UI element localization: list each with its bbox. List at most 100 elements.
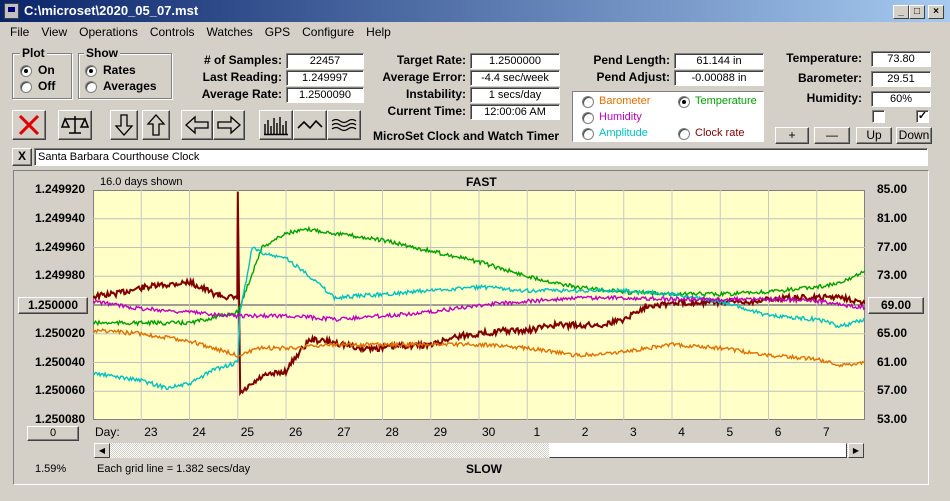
series-amplitude (93, 246, 865, 391)
up-button[interactable]: Up (856, 127, 892, 144)
average-rate-label: Average Rate: (201, 87, 282, 101)
show-rates-label: Rates (103, 63, 136, 77)
temperature-radio[interactable] (678, 96, 690, 108)
arrow-up-icon (146, 114, 166, 136)
left-arrow-button[interactable] (181, 110, 213, 140)
sensor-select-panel (572, 91, 764, 142)
slow-label: SLOW (466, 462, 502, 476)
menu-watches[interactable]: Watches (206, 25, 253, 39)
temperature-env-value: 73.80 (871, 51, 931, 67)
barometer-env-label: Barometer: (797, 71, 862, 85)
right-tick-label: 65.00 (876, 325, 908, 340)
menu-help[interactable]: Help (366, 25, 391, 39)
day-tick-label: 4 (678, 425, 685, 439)
zero-button[interactable]: 0 (27, 426, 79, 441)
up-arrow-button[interactable] (142, 110, 170, 140)
right-arrow-button[interactable] (213, 110, 245, 140)
menu-file[interactable]: File (10, 25, 30, 39)
wave-icon (297, 119, 323, 130)
close-icon[interactable]: × (928, 5, 944, 19)
clear-name-button[interactable]: X (12, 148, 32, 166)
menu-controls[interactable]: Controls (149, 25, 195, 39)
right-tick-label: 61.00 (876, 354, 908, 369)
show-averages-radio[interactable] (85, 81, 97, 93)
grid-note: Each grid line = 1.382 secs/day (97, 463, 251, 475)
left-tick-label: 1.249980 (34, 268, 85, 283)
barometer-label: Barometer (599, 95, 651, 107)
pend-length-field[interactable]: 61.144 in (674, 53, 764, 69)
barometer-env-value: 29.51 (871, 71, 931, 87)
series-temperature (93, 225, 865, 327)
scroll-left-icon[interactable]: ◀ (94, 443, 110, 458)
menu-configure[interactable]: Configure (302, 25, 355, 39)
plus-button[interactable]: + (775, 127, 809, 144)
day-tick-label: 27 (337, 425, 351, 439)
multi-wave-button[interactable] (327, 110, 361, 140)
pend-length-label: Pend Length: (593, 53, 670, 67)
window-title: C:\microset\2020_05_07.mst (24, 3, 199, 18)
app-caption: MicroSet Clock and Watch Timer (373, 129, 560, 143)
checkbox-1[interactable] (872, 110, 885, 123)
day-label: Day: (95, 425, 120, 439)
barometer-radio[interactable] (582, 96, 594, 108)
day-tick-label: 28 (385, 425, 399, 439)
minus-button[interactable]: — (814, 127, 850, 144)
humidity-radio[interactable] (582, 112, 594, 124)
average-rate-value: 1.2500090 (286, 87, 364, 103)
clear-button[interactable] (12, 110, 46, 140)
average-error-value: -4.4 sec/week (470, 70, 560, 86)
multi-wave-icon (331, 118, 357, 132)
menu-operations[interactable]: Operations (79, 25, 138, 39)
title-bar: C:\microset\2020_05_07.mst _ □ × (0, 0, 950, 22)
right-tick-label: 77.00 (876, 239, 908, 254)
scroll-track-right[interactable] (549, 443, 847, 458)
right-tick-label: 85.00 (876, 182, 908, 196)
show-rates-radio[interactable] (85, 65, 97, 77)
app-icon[interactable] (4, 3, 19, 19)
day-tick-label: 2 (581, 425, 589, 439)
down-arrow-button[interactable] (110, 110, 138, 140)
amplitude-label: Amplitude (599, 127, 648, 139)
instability-value: 1 secs/day (470, 87, 560, 103)
target-rate-field[interactable]: 1.2500000 (470, 53, 560, 69)
checkbox-2[interactable]: ✓ (916, 110, 929, 123)
instability-label: Instability: (405, 87, 466, 101)
samples-label: # of Samples: (203, 53, 282, 67)
clock-name-input[interactable]: Santa Barbara Courthouse Clock (34, 148, 928, 166)
day-tick-label: 7 (823, 425, 830, 439)
fast-label: FAST (466, 175, 497, 189)
humidity-label: Humidity (599, 111, 642, 123)
percent-label: 1.59% (35, 463, 67, 475)
horizontal-scrollbar[interactable]: ◀ ▶ (93, 442, 865, 459)
balance-button[interactable] (58, 110, 92, 140)
arrow-down-icon (114, 114, 134, 136)
menu-view[interactable]: View (41, 25, 68, 39)
scroll-right-icon[interactable]: ▶ (848, 443, 864, 458)
amplitude-radio[interactable] (582, 128, 594, 140)
day-tick-label: 26 (288, 425, 303, 439)
minimize-icon[interactable]: _ (893, 5, 909, 19)
plot-off-radio[interactable] (20, 81, 32, 93)
clock-rate-label: Clock rate (695, 127, 745, 139)
center-sensor-button[interactable]: 69.00 (868, 297, 924, 314)
maximize-icon[interactable]: □ (909, 5, 925, 19)
left-tick-label: 1.250080 (34, 412, 85, 426)
menu-bar: File View Operations Controls Watches GPS Conf… (0, 22, 950, 42)
last-reading-value: 1.249997 (286, 70, 364, 86)
down-button[interactable]: Down (896, 127, 932, 144)
bar-graph-button[interactable] (259, 110, 293, 140)
plot-on-label: On (38, 63, 55, 77)
current-time-label: Current Time: (387, 104, 466, 118)
plot-on-radio[interactable] (20, 65, 32, 77)
day-tick-label: 30 (481, 425, 496, 439)
plot-group-label: Plot (20, 46, 47, 60)
last-reading-label: Last Reading: (202, 70, 282, 84)
center-rate-button[interactable]: 1.250000 (18, 297, 88, 314)
day-tick-label: 23 (144, 425, 158, 439)
right-tick-label: 53.00 (876, 412, 908, 426)
wave-button[interactable] (293, 110, 327, 140)
day-tick-label: 1 (533, 425, 541, 439)
clock-rate-radio[interactable] (678, 128, 690, 140)
menu-gps[interactable]: GPS (264, 25, 291, 39)
right-tick-label: 57.00 (876, 383, 908, 398)
